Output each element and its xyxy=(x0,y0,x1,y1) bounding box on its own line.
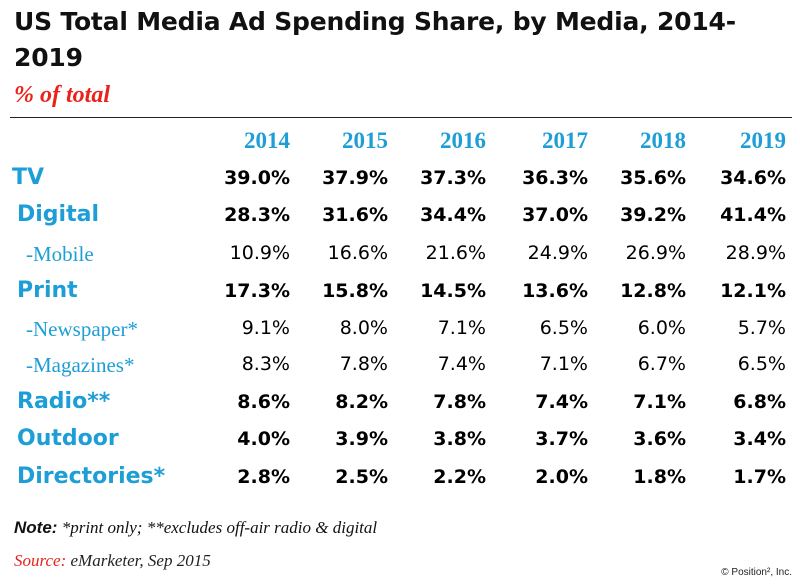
table-cell: 39.0% xyxy=(224,167,290,189)
table-cell: 2.2% xyxy=(433,466,486,488)
note-label: Note: xyxy=(14,518,58,537)
row-label: Outdoor xyxy=(17,426,119,451)
chart-subtitle: % of total xyxy=(14,82,110,108)
table-cell: 3.4% xyxy=(733,428,786,450)
table-cell: 6.5% xyxy=(539,317,588,339)
source: Source: eMarketer, Sep 2015 xyxy=(14,551,211,571)
table-cell: 7.8% xyxy=(339,353,388,375)
table-header-row: 2014 2015 2016 2017 2018 2019 xyxy=(0,128,800,164)
table-cell: 7.8% xyxy=(433,391,486,413)
row-label: Radio** xyxy=(17,389,111,414)
table-cell: 28.3% xyxy=(224,204,290,226)
table-cell: 8.0% xyxy=(339,317,388,339)
column-header-2019: 2019 xyxy=(740,128,786,153)
note-text: *print only; **excludes off-air radio & … xyxy=(57,518,378,537)
table-cell: 21.6% xyxy=(425,242,486,264)
table-cell: 16.6% xyxy=(327,242,388,264)
table-cell: 9.1% xyxy=(241,317,290,339)
table-cell: 2.5% xyxy=(335,466,388,488)
table-cell: 8.3% xyxy=(241,353,290,375)
copyright: © Position², Inc. xyxy=(721,567,792,578)
table-cell: 31.6% xyxy=(322,204,388,226)
table-cell: 10.9% xyxy=(229,242,290,264)
row-label: -Newspaper* xyxy=(26,317,138,341)
table-cell: 7.1% xyxy=(437,317,486,339)
source-label: Source: xyxy=(14,551,67,570)
table-cell: 4.0% xyxy=(237,428,290,450)
table-row: Print 17.3% 15.8% 14.5% 13.6% 12.8% 12.1% xyxy=(0,278,800,314)
table-row: -Mobile 10.9% 16.6% 21.6% 24.9% 26.9% 28.9% xyxy=(0,240,800,276)
row-label: Directories* xyxy=(17,464,166,489)
table-cell: 13.6% xyxy=(522,280,588,302)
column-header-2016: 2016 xyxy=(440,128,486,153)
table-cell: 3.6% xyxy=(633,428,686,450)
table-cell: 8.2% xyxy=(335,391,388,413)
note: Note: *print only; **excludes off-air ra… xyxy=(14,518,377,538)
table-row: -Newspaper* 9.1% 8.0% 7.1% 6.5% 6.0% 5.7% xyxy=(0,315,800,351)
table-row: TV 39.0% 37.9% 37.3% 36.3% 35.6% 34.6% xyxy=(0,165,800,201)
table-row: Outdoor 4.0% 3.9% 3.8% 3.7% 3.6% 3.4% xyxy=(0,426,800,462)
table-cell: 3.9% xyxy=(335,428,388,450)
table-cell: 37.9% xyxy=(322,167,388,189)
row-label: Digital xyxy=(17,202,99,227)
row-label: -Magazines* xyxy=(26,353,135,377)
table-cell: 8.6% xyxy=(237,391,290,413)
column-header-2018: 2018 xyxy=(640,128,686,153)
table-cell: 7.1% xyxy=(633,391,686,413)
table-cell: 2.0% xyxy=(535,466,588,488)
table-cell: 37.0% xyxy=(522,204,588,226)
table-cell: 7.1% xyxy=(539,353,588,375)
table-cell: 34.6% xyxy=(720,167,786,189)
table-cell: 1.7% xyxy=(733,466,786,488)
table-cell: 6.8% xyxy=(733,391,786,413)
table-cell: 39.2% xyxy=(620,204,686,226)
column-header-2015: 2015 xyxy=(342,128,388,153)
table-cell: 28.9% xyxy=(725,242,786,264)
table-row: Radio** 8.6% 8.2% 7.8% 7.4% 7.1% 6.8% xyxy=(0,389,800,425)
column-header-2017: 2017 xyxy=(542,128,588,153)
table-cell: 17.3% xyxy=(224,280,290,302)
chart-title: US Total Media Ad Spending Share, by Med… xyxy=(14,7,736,72)
table-cell: 7.4% xyxy=(437,353,486,375)
row-label: TV xyxy=(12,165,45,190)
title-divider xyxy=(10,117,792,118)
table-cell: 12.8% xyxy=(620,280,686,302)
table-cell: 14.5% xyxy=(420,280,486,302)
table-cell: 35.6% xyxy=(620,167,686,189)
table-row: Digital 28.3% 31.6% 34.4% 37.0% 39.2% 41.4% xyxy=(0,202,800,238)
table-cell: 26.9% xyxy=(625,242,686,264)
table-cell: 3.7% xyxy=(535,428,588,450)
row-label: Print xyxy=(17,278,78,303)
table-cell: 6.7% xyxy=(637,353,686,375)
table-cell: 6.0% xyxy=(637,317,686,339)
table-cell: 2.8% xyxy=(237,466,290,488)
table-cell: 34.4% xyxy=(420,204,486,226)
table-cell: 36.3% xyxy=(522,167,588,189)
table-cell: 6.5% xyxy=(737,353,786,375)
table-cell: 24.9% xyxy=(527,242,588,264)
table-cell: 3.8% xyxy=(433,428,486,450)
table-cell: 7.4% xyxy=(535,391,588,413)
table-cell: 41.4% xyxy=(720,204,786,226)
row-label: -Mobile xyxy=(26,242,94,266)
column-header-2014: 2014 xyxy=(244,128,290,153)
table-cell: 12.1% xyxy=(720,280,786,302)
table-cell: 1.8% xyxy=(633,466,686,488)
table-row: Directories* 2.8% 2.5% 2.2% 2.0% 1.8% 1.7% xyxy=(0,464,800,500)
table-row: -Magazines* 8.3% 7.8% 7.4% 7.1% 6.7% 6.5% xyxy=(0,351,800,387)
table-cell: 5.7% xyxy=(737,317,786,339)
source-text: eMarketer, Sep 2015 xyxy=(66,551,211,570)
table-cell: 15.8% xyxy=(322,280,388,302)
table-cell: 37.3% xyxy=(420,167,486,189)
